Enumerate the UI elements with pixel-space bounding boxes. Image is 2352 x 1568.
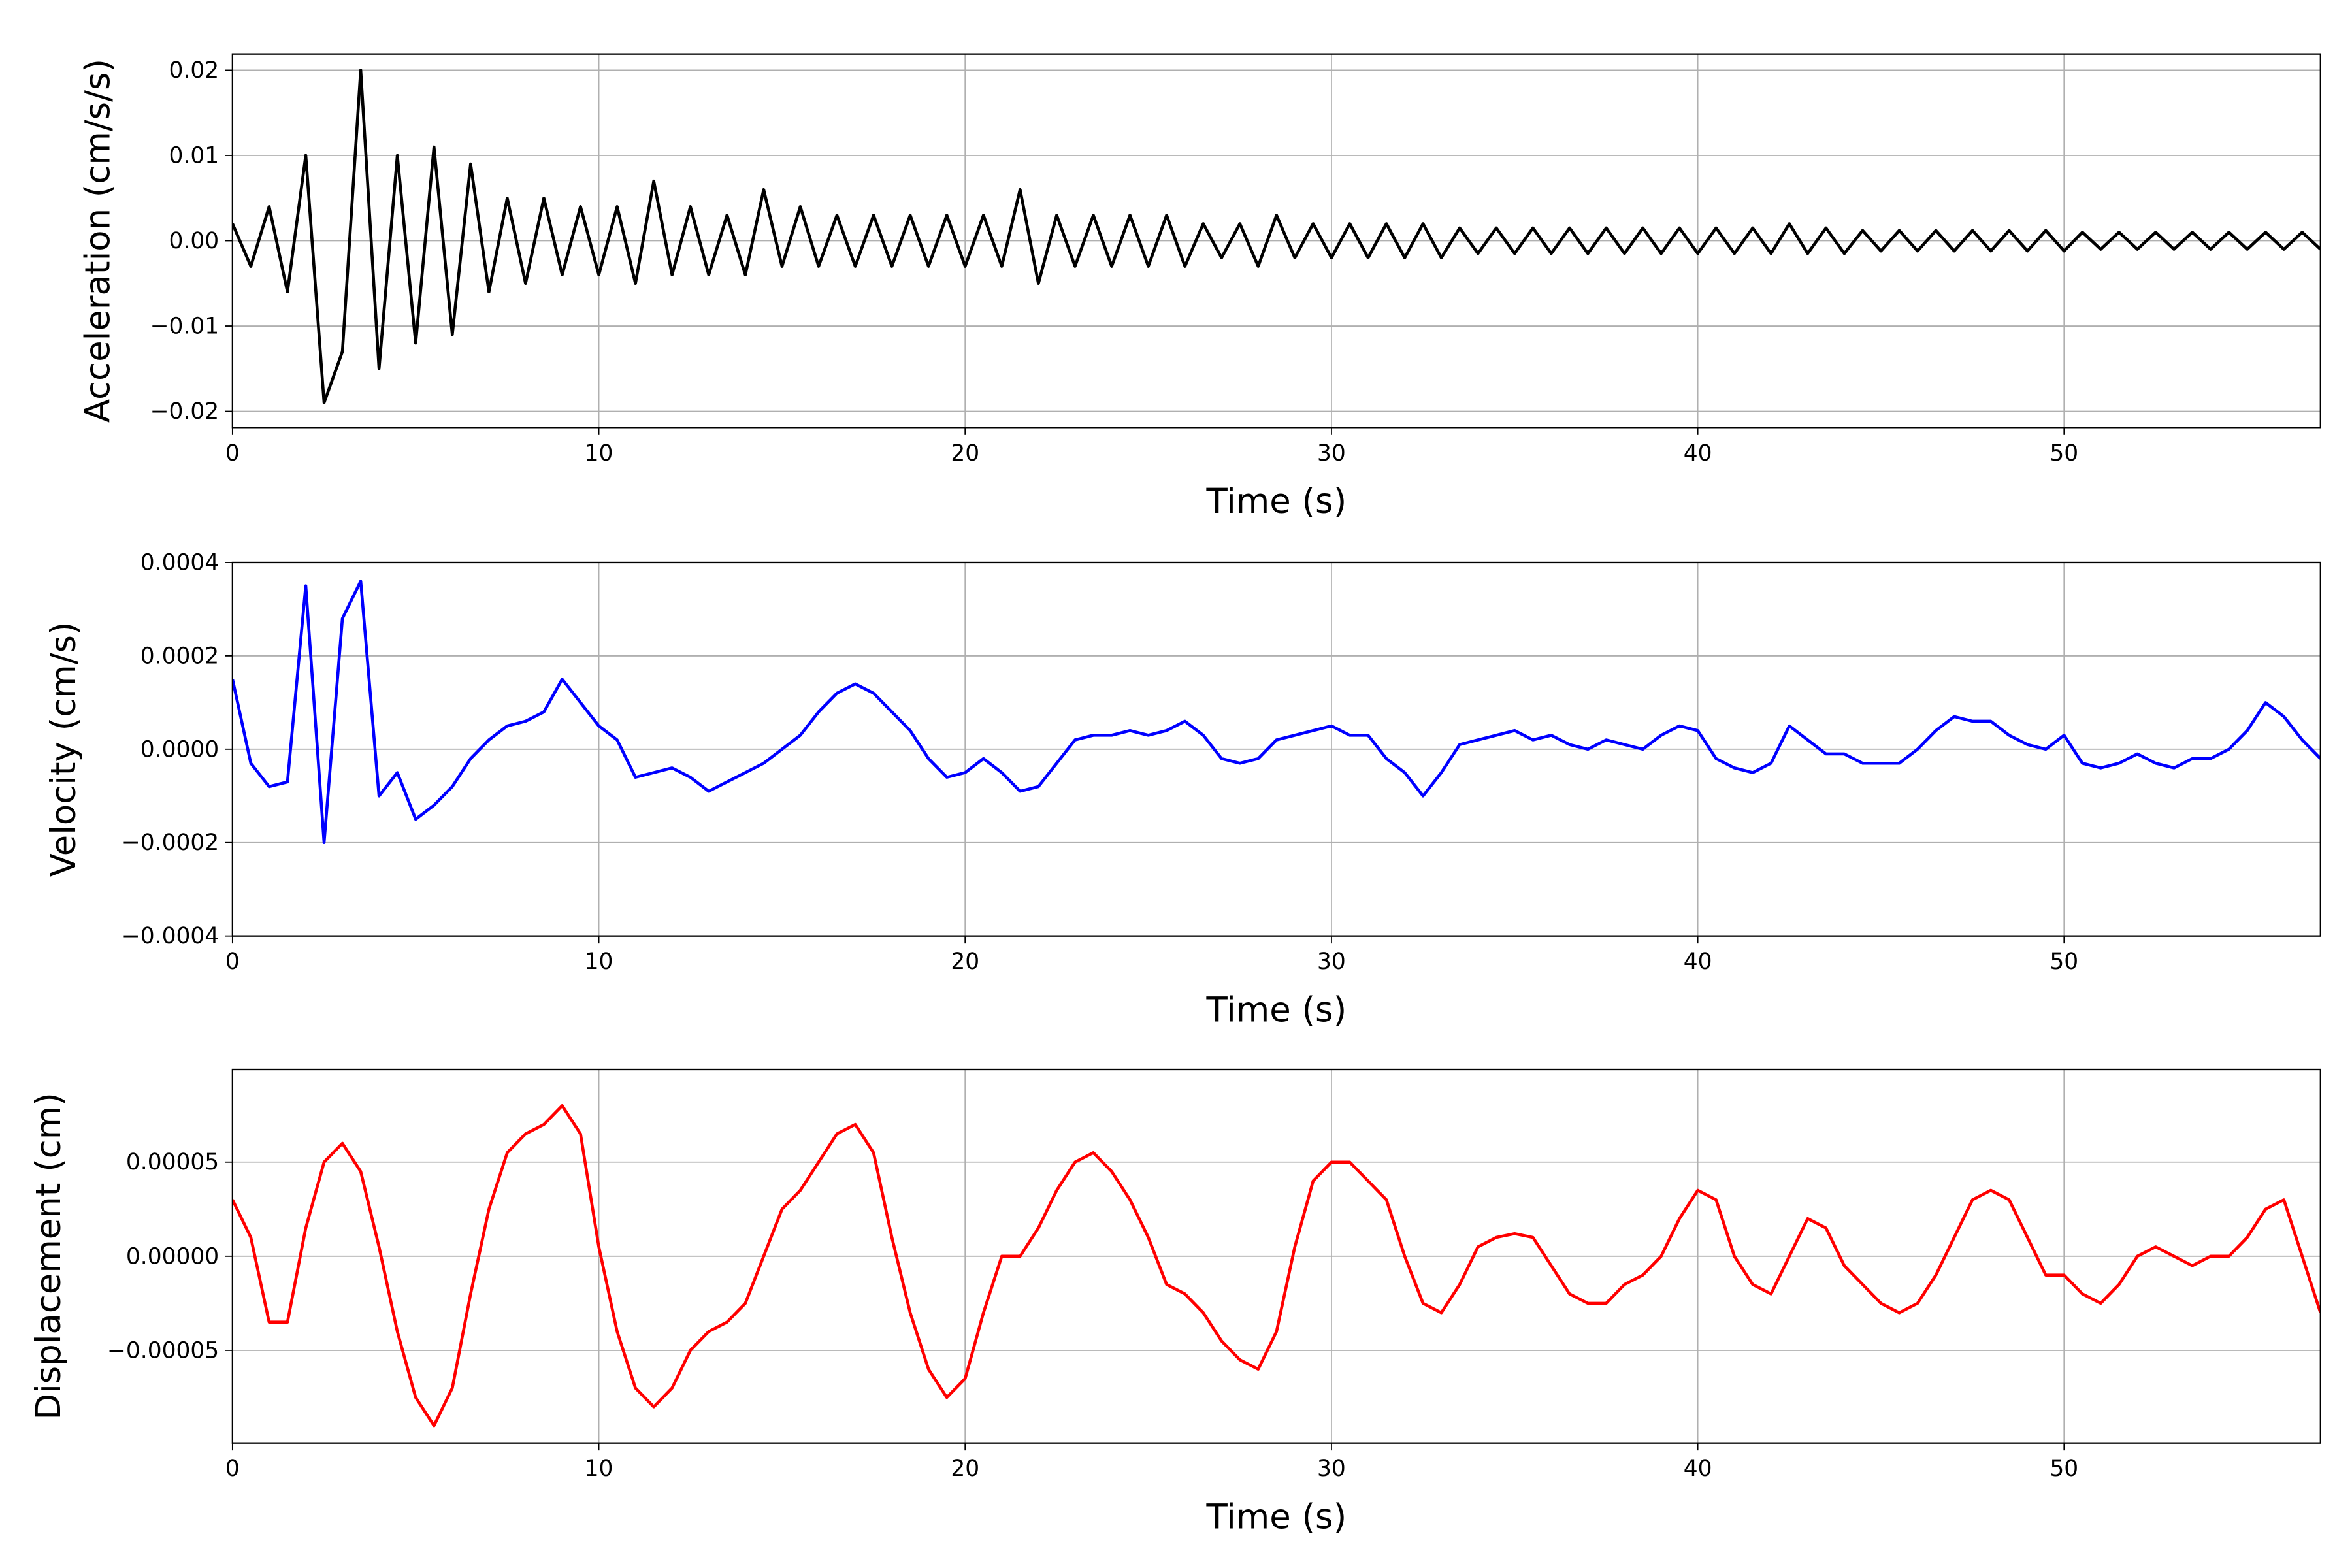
x-tick-label: 10 <box>585 440 613 466</box>
x-tick-label: 40 <box>1684 1456 1712 1482</box>
x-tick-label: 50 <box>2050 949 2078 975</box>
x-tick-label: 50 <box>2050 1456 2078 1482</box>
x-axis-label: Time (s) <box>1205 482 1347 521</box>
y-tick-label: −0.02 <box>150 399 219 425</box>
x-tick-label: 30 <box>1317 1456 1346 1482</box>
x-tick-label: 10 <box>585 1456 613 1482</box>
data-line <box>232 1104 2321 1428</box>
x-tick-label: 10 <box>585 949 613 975</box>
y-axis-label: Acceleration (cm/s/s) <box>78 59 118 423</box>
axes-frame <box>231 561 2321 937</box>
x-tick-label: 40 <box>1684 949 1712 975</box>
x-tick-label: 0 <box>225 949 240 975</box>
y-tick-label: 0.02 <box>169 57 220 84</box>
y-tick-label: 0.0004 <box>140 549 219 576</box>
x-tick-label: 30 <box>1317 440 1346 466</box>
y-tick-label: 0.00005 <box>126 1149 219 1175</box>
y-tick-label: −0.0004 <box>122 923 219 949</box>
x-tick-label: 20 <box>951 1456 979 1482</box>
y-tick-label: 0.0000 <box>140 736 219 762</box>
y-tick-label: 0.00 <box>169 228 220 254</box>
axes-frame <box>231 53 2321 429</box>
data-line <box>232 580 2321 845</box>
x-tick-label: 40 <box>1684 440 1712 466</box>
y-tick-label: −0.00005 <box>107 1337 219 1364</box>
y-axis-label: Displacement (cm) <box>29 1092 69 1420</box>
y-tick-label: −0.01 <box>150 313 219 339</box>
x-tick-label: 20 <box>951 949 979 975</box>
x-tick-label: 30 <box>1317 949 1346 975</box>
y-tick-label: −0.0002 <box>122 830 219 856</box>
x-tick-label: 50 <box>2050 440 2078 466</box>
x-tick-label: 20 <box>951 440 979 466</box>
y-tick-label: 0.01 <box>169 142 220 169</box>
y-axis-label: Velocity (cm/s) <box>44 621 84 877</box>
x-tick-label: 0 <box>225 440 240 466</box>
x-tick-label: 0 <box>225 1456 240 1482</box>
axes-frame <box>231 1068 2321 1444</box>
x-axis-label: Time (s) <box>1205 1497 1347 1537</box>
y-tick-label: 0.00000 <box>126 1243 219 1269</box>
data-line <box>232 69 2321 404</box>
x-axis-label: Time (s) <box>1205 990 1347 1030</box>
y-tick-label: 0.0002 <box>140 643 219 669</box>
